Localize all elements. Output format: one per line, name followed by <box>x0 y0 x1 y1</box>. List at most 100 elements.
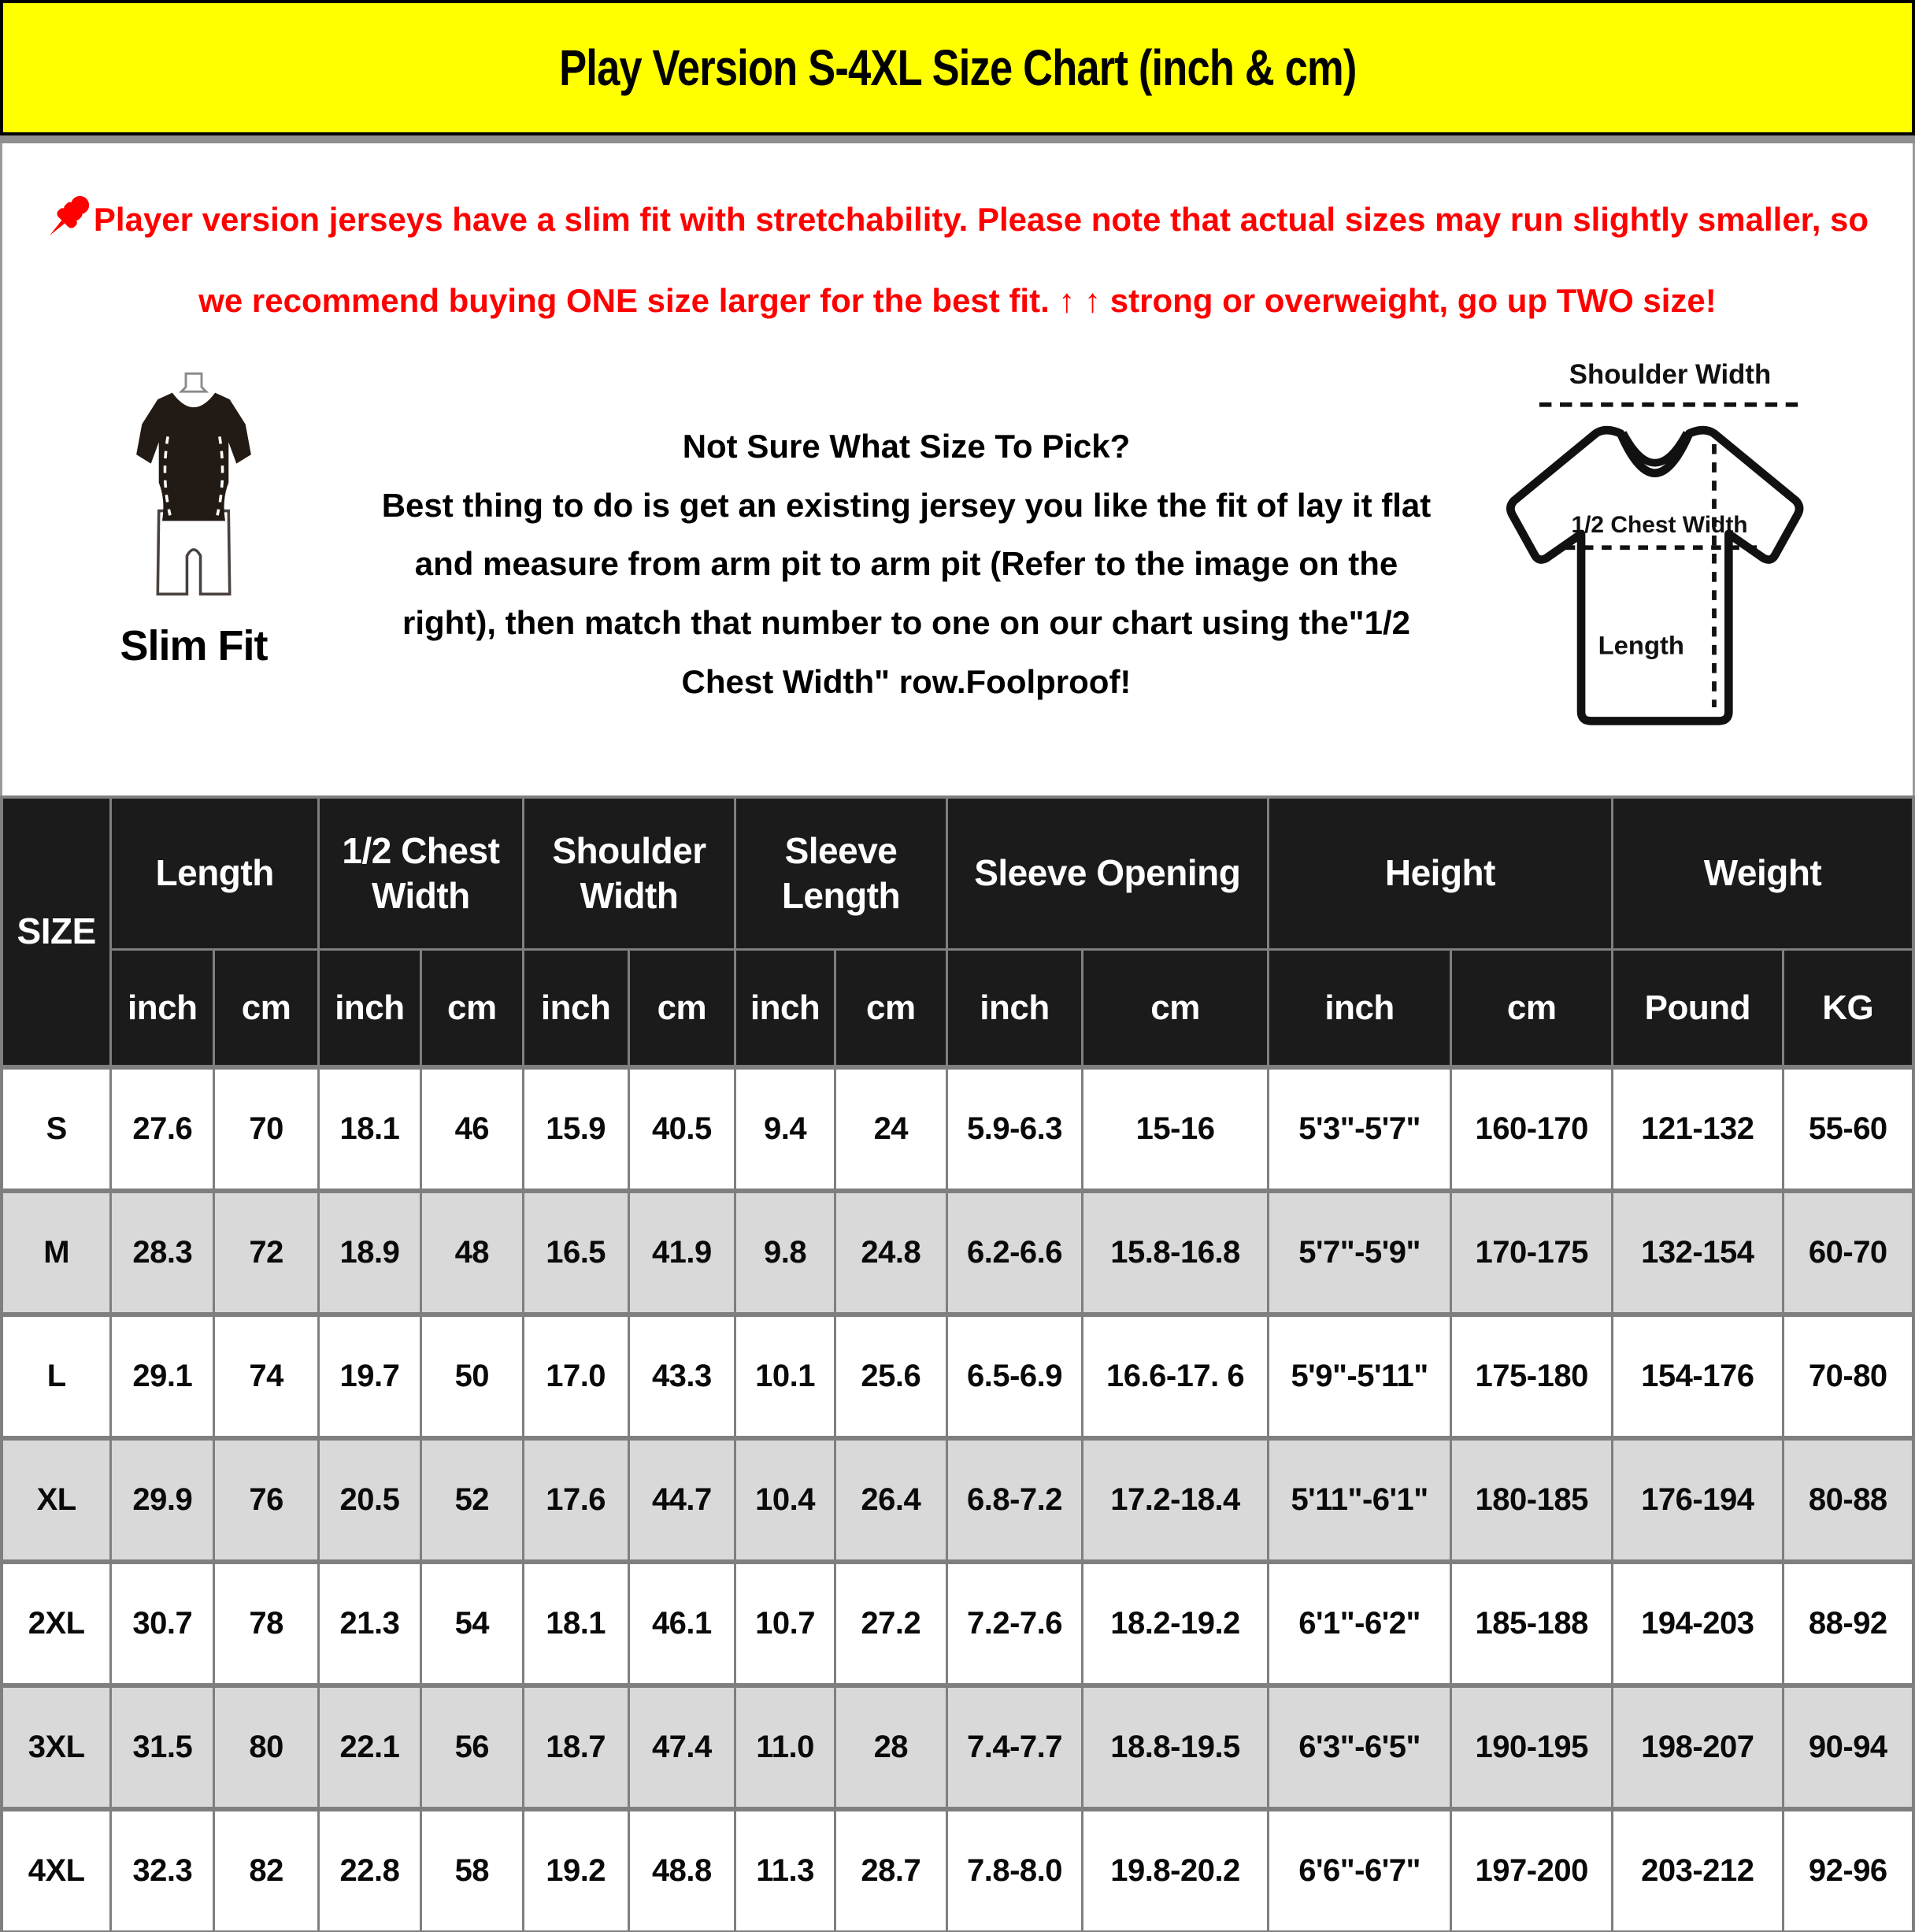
value-cell: 92-96 <box>1781 1807 1915 1932</box>
banner-shadow <box>0 135 1915 143</box>
value-cell: 185-188 <box>1450 1559 1614 1688</box>
value-cell: 32.3 <box>109 1807 216 1932</box>
value-cell: 190-195 <box>1450 1683 1614 1811</box>
value-cell: 197-200 <box>1450 1807 1614 1932</box>
value-cell: 6'1"-6'2" <box>1266 1559 1453 1688</box>
value-cell: 6.5-6.9 <box>945 1312 1084 1441</box>
pushpin-icon <box>46 187 92 236</box>
value-cell: 80-88 <box>1781 1436 1915 1564</box>
unit-header: inch <box>521 948 630 1069</box>
value-cell: 170-175 <box>1450 1188 1614 1317</box>
value-cell: 10.1 <box>734 1312 836 1441</box>
value-cell: 9.4 <box>734 1065 836 1193</box>
info-row: Slim Fit Not Sure What Size To Pick? Bes… <box>24 356 1891 755</box>
value-cell: 24.8 <box>833 1188 948 1317</box>
value-cell: 10.7 <box>734 1559 836 1688</box>
value-cell: 6'6"-6'7" <box>1266 1807 1453 1932</box>
value-cell: 18.9 <box>317 1188 422 1317</box>
value-cell: 24 <box>833 1065 948 1193</box>
value-cell: 19.8-20.2 <box>1081 1807 1269 1932</box>
size-table: SIZE Length 1/2 Chest Width Shoulder Width S… <box>0 795 1915 1932</box>
value-cell: 132-154 <box>1611 1188 1784 1317</box>
value-cell: 25.6 <box>833 1312 948 1441</box>
content-area: Player version jerseys have a slim fit w… <box>0 143 1915 795</box>
group-header-length: Length <box>109 795 320 951</box>
value-cell: 47.4 <box>627 1683 737 1811</box>
value-cell: 40.5 <box>627 1065 737 1193</box>
value-cell: 203-212 <box>1611 1807 1784 1932</box>
value-cell: 194-203 <box>1611 1559 1784 1688</box>
value-cell: 78 <box>213 1559 320 1688</box>
value-cell: 10.4 <box>734 1436 836 1564</box>
value-cell: 90-94 <box>1781 1683 1915 1811</box>
value-cell: 52 <box>419 1436 524 1564</box>
value-cell: 20.5 <box>317 1436 422 1564</box>
value-cell: 27.6 <box>109 1065 216 1193</box>
value-cell: 54 <box>419 1559 524 1688</box>
value-cell: 48 <box>419 1188 524 1317</box>
table-unit-header-row: inch cm inch cm inch cm inch cm inch cm inch cm Poun… <box>2 948 1915 1069</box>
value-cell: 160-170 <box>1450 1065 1614 1193</box>
value-cell: 7.2-7.6 <box>945 1559 1084 1688</box>
value-cell: 176-194 <box>1611 1436 1784 1564</box>
value-cell: 18.8-19.5 <box>1081 1683 1269 1811</box>
unit-header: cm <box>419 948 524 1069</box>
shoulder-width-label: Shoulder Width <box>1569 360 1771 390</box>
value-cell: 46 <box>419 1065 524 1193</box>
unit-header: cm <box>833 948 948 1069</box>
table-row-m: M 28.3 72 18.9 48 16.5 41.9 9.8 24.8 6.2-6.6 15.8-… <box>0 1188 1915 1317</box>
value-cell: 17.6 <box>521 1436 630 1564</box>
title-banner: Play Version S-4XL Size Chart (inch & cm… <box>0 0 1915 135</box>
value-cell: 19.2 <box>521 1807 630 1932</box>
unit-header: inch <box>1266 948 1453 1069</box>
value-cell: 22.8 <box>317 1807 422 1932</box>
length-label: Length <box>1598 630 1684 659</box>
value-cell: 30.7 <box>109 1559 216 1688</box>
unit-header: inch <box>317 948 422 1069</box>
value-cell: 48.8 <box>627 1807 737 1932</box>
group-header-1-2-chest-width: 1/2 Chest Width <box>317 795 524 951</box>
unit-header: cm <box>627 948 737 1069</box>
value-cell: 121-132 <box>1611 1065 1784 1193</box>
value-cell: 16.6-17. 6 <box>1081 1312 1269 1441</box>
value-cell: 7.4-7.7 <box>945 1683 1084 1811</box>
unit-header: inch <box>109 948 216 1069</box>
value-cell: 31.5 <box>109 1683 216 1811</box>
slim-fit-block: Slim Fit <box>24 356 363 670</box>
value-cell: 43.3 <box>627 1312 737 1441</box>
value-cell: 6.8-7.2 <box>945 1436 1084 1564</box>
value-cell: 21.3 <box>317 1559 422 1688</box>
value-cell: 11.0 <box>734 1683 836 1811</box>
value-cell: 6.2-6.6 <box>945 1188 1084 1317</box>
page-title: Play Version S-4XL Size Chart (inch & cm… <box>558 39 1357 96</box>
tshirt-diagram-block: Shoulder Width 1/2 Chest Width Length <box>1450 356 1891 755</box>
size-cell: 4XL <box>0 1807 113 1932</box>
table-row-2xl: 2XL 30.7 78 21.3 54 18.1 46.1 10.7 27.2 7.2-7.6 18… <box>0 1559 1915 1688</box>
value-cell: 7.8-8.0 <box>945 1807 1084 1932</box>
value-cell: 29.1 <box>109 1312 216 1441</box>
slim-fit-figure-icon <box>76 372 312 610</box>
value-cell: 70 <box>213 1065 320 1193</box>
unit-header: KG <box>1781 948 1915 1069</box>
size-cell: 2XL <box>0 1559 113 1688</box>
value-cell: 180-185 <box>1450 1436 1614 1564</box>
value-cell: 55-60 <box>1781 1065 1915 1193</box>
size-help-text: Not Sure What Size To Pick? Best thing t… <box>363 356 1450 712</box>
value-cell: 16.5 <box>521 1188 630 1317</box>
value-cell: 72 <box>213 1188 320 1317</box>
value-cell: 41.9 <box>627 1188 737 1317</box>
value-cell: 18.7 <box>521 1683 630 1811</box>
size-cell: S <box>0 1065 113 1193</box>
size-cell: XL <box>0 1436 113 1564</box>
size-column-header: SIZE <box>0 795 113 1069</box>
unit-header: inch <box>945 948 1084 1069</box>
value-cell: 5'9"-5'11" <box>1266 1312 1453 1441</box>
group-header-height: Height <box>1266 795 1614 951</box>
size-help-heading: Not Sure What Size To Pick? <box>682 427 1131 465</box>
value-cell: 76 <box>213 1436 320 1564</box>
value-cell: 22.1 <box>317 1683 422 1811</box>
value-cell: 74 <box>213 1312 320 1441</box>
value-cell: 28 <box>833 1683 948 1811</box>
value-cell: 44.7 <box>627 1436 737 1564</box>
table-row-3xl: 3XL 31.5 80 22.1 56 18.7 47.4 11.0 28 7.4-7.7 18.8… <box>0 1683 1915 1811</box>
